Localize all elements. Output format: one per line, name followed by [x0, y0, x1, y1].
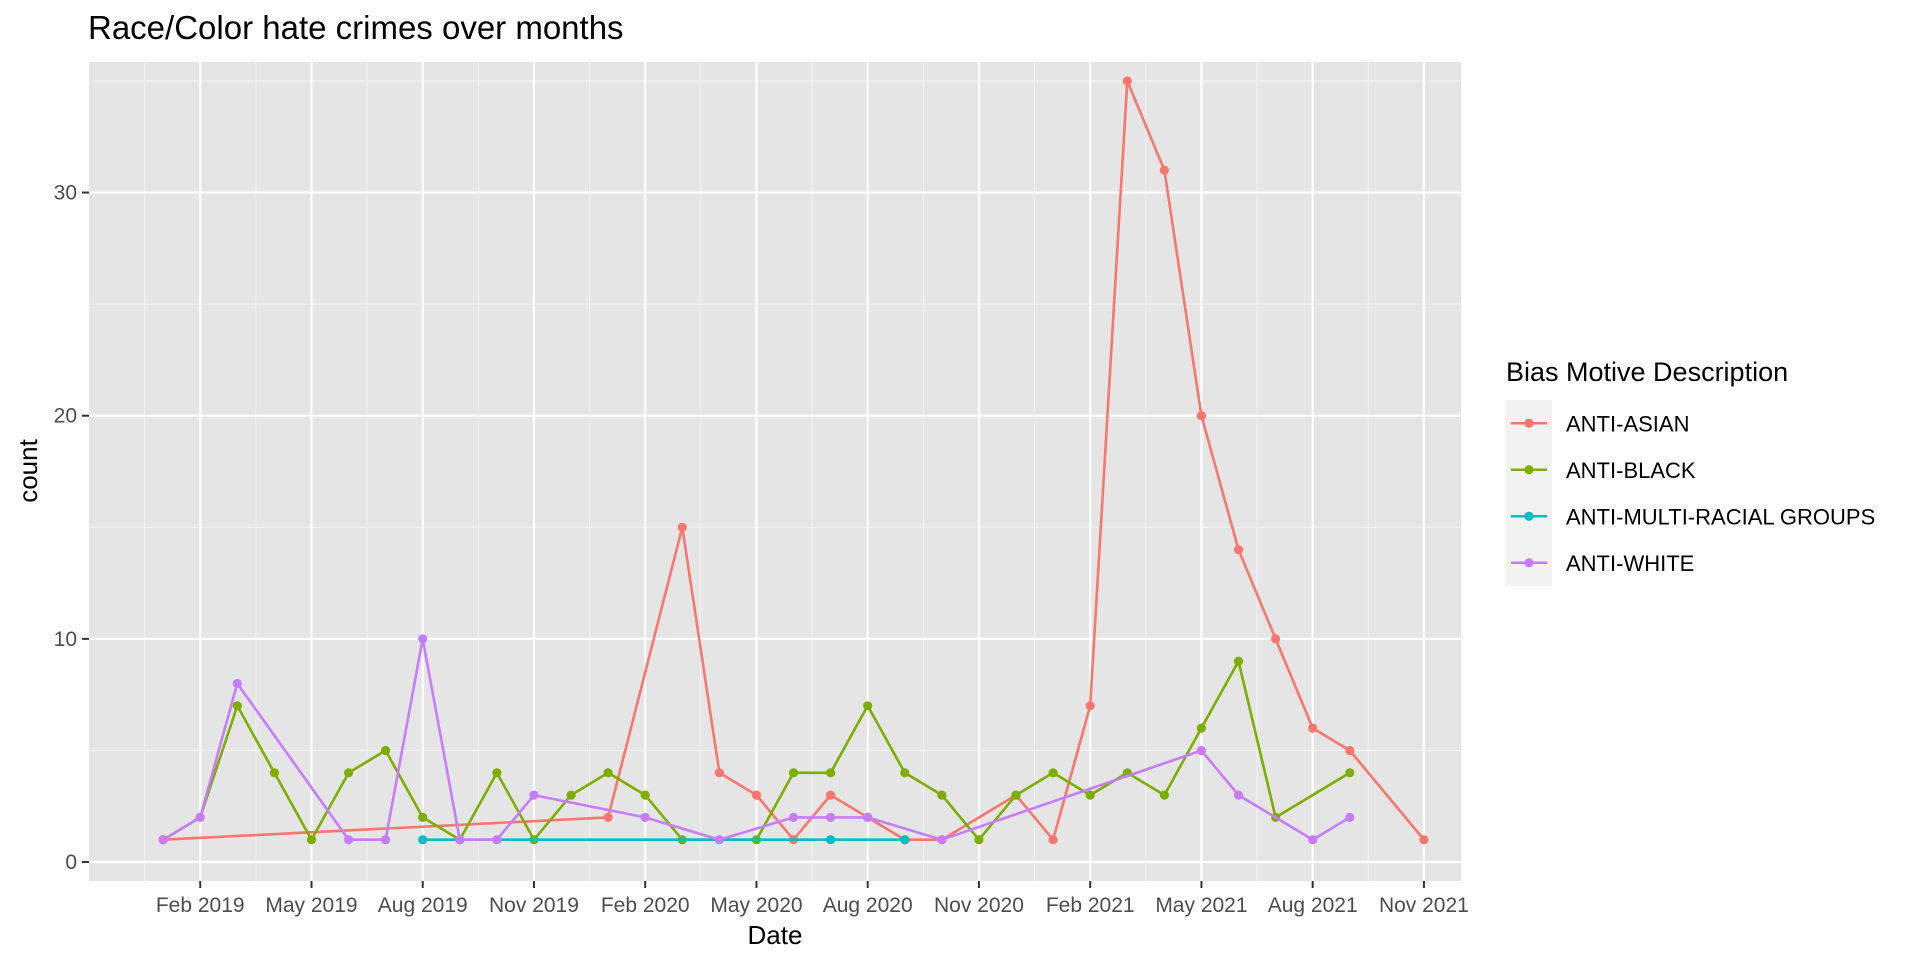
data-point-anti-asian: [1308, 723, 1318, 733]
data-point-anti-asian: [751, 790, 762, 800]
legend-key-point-anti-white: [1524, 558, 1534, 568]
data-point-anti-black: [1196, 723, 1206, 733]
data-point-anti-white: [158, 835, 168, 845]
data-point-anti-white: [455, 835, 465, 845]
x-tick-label: Aug 2019: [378, 894, 468, 917]
data-point-anti-white: [1233, 790, 1244, 800]
x-tick-label: Aug 2020: [823, 894, 913, 917]
data-point-anti-asian: [714, 768, 725, 778]
data-point-anti-asian: [1196, 411, 1206, 421]
data-point-anti-white: [492, 835, 502, 845]
data-point-anti-black: [863, 701, 873, 711]
data-point-anti-multi-racial-groups: [900, 835, 910, 845]
data-point-anti-white: [937, 835, 947, 845]
data-point-anti-black: [788, 768, 799, 778]
data-point-anti-asian: [1345, 745, 1355, 756]
data-point-anti-white: [418, 634, 428, 644]
x-tick-label: Nov 2021: [1379, 894, 1469, 917]
y-tick-label: 30: [54, 182, 77, 205]
y-tick-label: 0: [65, 851, 77, 874]
x-tick-label: Nov 2019: [489, 894, 579, 917]
x-tick-label: May 2021: [1155, 894, 1247, 917]
y-axis-title: count: [13, 438, 43, 502]
y-axis: 0 10 20 30: [54, 182, 89, 874]
data-point-anti-black: [1345, 768, 1355, 778]
x-tick-label: May 2019: [265, 894, 357, 917]
data-point-anti-white: [640, 812, 650, 823]
data-point-anti-white: [529, 790, 539, 800]
data-point-anti-white: [1196, 745, 1206, 756]
legend-key-point-anti-black: [1524, 465, 1534, 475]
x-tick-label: May 2020: [710, 894, 802, 917]
data-point-anti-black: [1233, 656, 1244, 666]
data-point-anti-white: [1345, 812, 1355, 823]
data-point-anti-asian: [826, 790, 836, 800]
data-point-anti-asian: [1233, 545, 1244, 555]
legend-title: Bias Motive Description: [1506, 357, 1788, 387]
y-tick-label: 10: [54, 628, 77, 651]
data-point-anti-white: [381, 835, 391, 845]
data-point-anti-black: [306, 835, 317, 845]
legend-label-anti-white: ANTI-WHITE: [1566, 551, 1694, 576]
chart-title: Race/Color hate crimes over months: [88, 9, 624, 46]
data-point-anti-asian: [677, 522, 687, 532]
data-point-anti-white: [232, 678, 242, 689]
x-axis-title: Date: [748, 920, 803, 950]
x-tick-label: Nov 2020: [934, 894, 1024, 917]
data-point-anti-black: [603, 768, 613, 778]
x-tick-label: Feb 2019: [156, 894, 245, 917]
legend-label-anti-multi-racial-groups: ANTI-MULTI-RACIAL GROUPS: [1566, 504, 1875, 529]
data-point-anti-asian: [1085, 701, 1095, 711]
data-point-anti-black: [1085, 790, 1095, 800]
x-tick-label: Feb 2020: [601, 894, 690, 917]
legend-key-point-anti-multi-racial-groups: [1524, 511, 1534, 521]
data-point-anti-asian: [1271, 634, 1281, 644]
data-point-anti-black: [566, 790, 576, 800]
grid-major-group: [89, 62, 1461, 881]
data-point-anti-white: [863, 812, 873, 823]
data-point-anti-black: [1159, 790, 1169, 800]
data-point-anti-white: [826, 812, 836, 823]
data-point-anti-black: [900, 768, 910, 778]
data-point-anti-white: [195, 812, 205, 823]
series-group: [158, 76, 1429, 845]
data-point-anti-white: [788, 812, 799, 823]
y-tick-label: 20: [54, 405, 77, 428]
data-point-anti-white: [344, 835, 354, 845]
legend-label-anti-black: ANTI-BLACK: [1566, 458, 1696, 483]
data-point-anti-black: [826, 768, 836, 778]
legend-key-point-anti-asian: [1524, 418, 1534, 428]
data-point-anti-black: [492, 768, 502, 778]
x-tick-label: Aug 2021: [1268, 894, 1358, 917]
data-point-anti-black: [640, 790, 650, 800]
data-point-anti-white: [714, 835, 725, 845]
data-point-anti-black: [381, 745, 391, 756]
data-point-anti-black: [1048, 768, 1058, 778]
data-point-anti-asian: [1159, 165, 1169, 175]
data-point-anti-black: [1011, 790, 1021, 800]
plot-panel: [89, 62, 1461, 881]
data-point-anti-black: [269, 768, 279, 778]
data-point-anti-black: [418, 812, 428, 823]
data-point-anti-asian: [1048, 835, 1058, 845]
data-point-anti-black: [974, 835, 984, 845]
legend: Bias Motive Description ANTI-ASIAN ANTI-B…: [1506, 357, 1875, 586]
x-axis: Feb 2019 May 2019 Aug 2019 Nov 2019 Feb 2020…: [156, 881, 1469, 917]
data-point-anti-multi-racial-groups: [418, 835, 428, 845]
data-point-anti-white: [1308, 835, 1318, 845]
data-point-anti-black: [937, 790, 947, 800]
data-point-anti-asian: [1419, 835, 1429, 845]
data-point-anti-multi-racial-groups: [826, 835, 836, 845]
x-tick-label: Feb 2021: [1046, 894, 1135, 917]
data-point-anti-asian: [1122, 76, 1132, 86]
data-point-anti-asian: [603, 812, 613, 823]
data-point-anti-black: [232, 701, 242, 711]
legend-label-anti-asian: ANTI-ASIAN: [1566, 411, 1689, 436]
data-point-anti-black: [344, 768, 354, 778]
